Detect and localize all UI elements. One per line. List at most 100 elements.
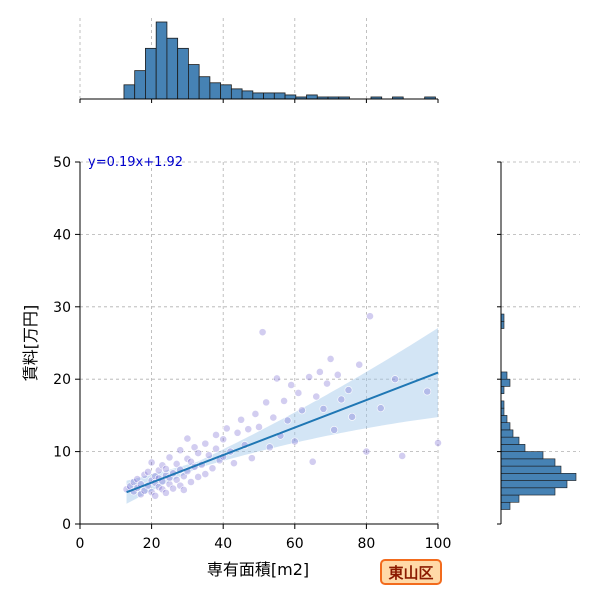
y-hist-bar [500,501,511,510]
x-hist-bar [145,47,157,100]
x-hist-bar [284,94,297,100]
scatter-point [187,478,195,486]
scatter-point [305,373,314,381]
scatter-point [219,435,228,444]
x-hist-bar [306,94,318,100]
scatter-point [434,439,442,447]
x-hist-bar [230,88,243,100]
x-tick-label: 80 [357,536,375,552]
scatter-point [172,475,181,484]
y-hist-bar [500,429,514,438]
x-hist-bar [155,21,168,100]
scatter-point [287,381,296,389]
scatter-point [348,412,356,421]
y-hist-bar [500,458,556,467]
scatter-point [183,434,192,443]
scatter-point [208,464,217,473]
x-hist-bar [198,76,211,100]
x-hist-bar [187,64,200,100]
regression-line [126,371,439,494]
y-tick-label: 20 [53,372,71,388]
scatter-main-axes: 0 20 40 60 80 100 0 10 20 30 40 50 [53,155,451,552]
scatter-point [162,488,170,497]
scatter-point [323,379,331,388]
x-hist-bar [273,92,286,100]
district-badge: 東山区 [380,559,442,585]
scatter-point [312,392,321,401]
y-hist-bar [500,378,511,387]
regression-equation-label: y=0.19x+1.92 [88,155,183,170]
scatter-point [194,449,203,457]
x-tick-label: 60 [286,536,304,552]
y-hist-bar [500,451,544,460]
scatter-point [376,404,385,413]
y-tick-label: 10 [53,445,71,461]
x-hist-bar [263,92,275,100]
scatter-point [204,451,213,460]
scatter-point [315,368,324,376]
scatter-point [398,452,407,460]
scatter-point [333,370,342,379]
scatter-point [212,431,220,439]
scatter-point [172,460,181,468]
x-marginal-histogram [79,18,439,103]
y-hist-bar [500,465,562,474]
scatter-point [144,467,152,476]
x-tick-label: 0 [76,536,85,552]
scatter-point [330,425,339,434]
scatter-point [165,453,174,462]
y-tick-label: 0 [62,517,71,533]
y-marginal-histogram [497,161,580,525]
scatter-point [147,458,156,467]
scatter-point [244,425,253,434]
scatter-point [190,443,199,452]
scatter-point [201,439,210,448]
y-axis-label: 賃料[万円] [21,305,40,382]
scatter-point [169,484,177,493]
scatter-point [212,444,220,453]
x-tick-label: 100 [425,536,452,552]
y-tick-label: 30 [53,300,71,316]
x-hist-bar [220,84,232,100]
scatter-point [201,470,210,478]
y-tick-label: 40 [53,227,71,243]
y-hist-bar [500,444,526,452]
y-hist-bar [500,422,511,431]
y-hist-bar [500,415,508,423]
scatter-point [283,416,292,425]
x-hist-bar [241,90,254,100]
scatter-point [308,457,317,466]
y-hist-bar [500,480,568,489]
scatter-point [344,386,353,394]
x-tick-label: 20 [143,536,161,552]
y-hist-bar [500,473,577,481]
scatter-point [269,413,278,422]
scatter-point [162,465,170,473]
scatter-point [230,459,238,468]
scatter-point [294,389,303,397]
scatter-point [176,446,185,455]
x-hist-bar [209,82,222,100]
scatter-point [265,443,274,452]
scatter-point [337,395,346,404]
x-axis-label: 専有面積[m2] [207,560,309,579]
scatter-point [423,387,432,396]
scatter-point [151,491,160,500]
x-hist-bar [166,37,179,100]
scatter-point [272,374,281,383]
y-hist-bar [500,487,556,496]
scatter-point [251,410,260,418]
x-tick-label: 40 [214,536,232,552]
y-tick-label: 50 [53,155,71,171]
scatter-point [355,360,364,369]
scatter-point [233,428,242,437]
x-hist-bar [123,84,136,100]
scatter-point [391,375,399,384]
scatter-point [280,397,288,405]
scatter-point [362,447,371,456]
scatter-point [366,312,374,321]
x-hist-bar [177,47,189,100]
scatter-point [194,473,203,481]
